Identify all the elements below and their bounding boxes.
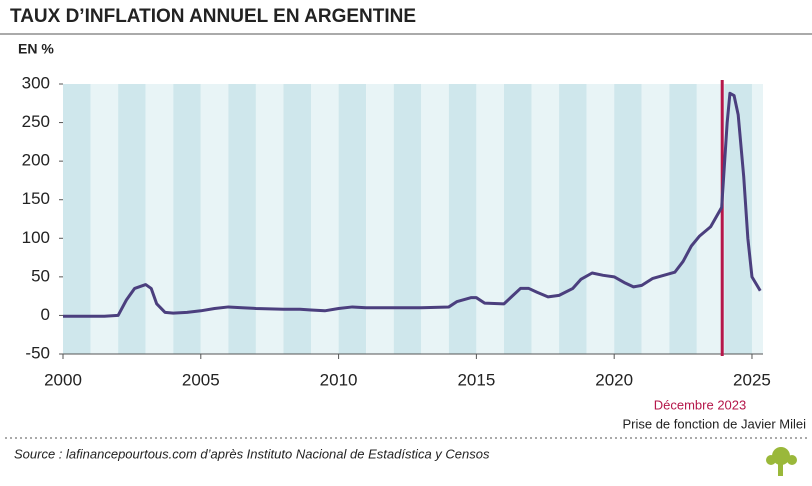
year-band: [503, 84, 532, 354]
logo: [766, 447, 797, 476]
year-band: [228, 84, 256, 354]
year-band: [118, 84, 146, 354]
year-band: [63, 84, 91, 354]
x-tick-label: 2025: [733, 370, 771, 389]
year-band: [669, 84, 697, 354]
y-tick-label: 100: [22, 228, 50, 247]
x-tick-label: 2000: [44, 370, 82, 389]
y-tick-label: 150: [22, 189, 50, 208]
year-band: [586, 84, 615, 354]
year-band: [200, 84, 229, 354]
y-tick-label: 50: [31, 266, 50, 285]
y-tick-label: 250: [22, 112, 50, 131]
chart-title: TAUX D’INFLATION ANNUEL EN ARGENTINE: [10, 6, 416, 27]
year-band: [531, 84, 560, 354]
x-tick-label: 2020: [595, 370, 633, 389]
year-band: [751, 84, 763, 354]
annotation-text: Prise de fonction de Javier Milei: [622, 416, 806, 431]
year-band: [476, 84, 504, 354]
source: Source : lafinancepourtous.com d’après I…: [14, 446, 490, 461]
year-band: [696, 84, 725, 354]
annotation-date: Décembre 2023: [654, 397, 747, 412]
year-band: [641, 84, 670, 354]
year-band: [559, 84, 587, 354]
year-band: [90, 84, 119, 354]
year-band: [338, 84, 367, 354]
year-band: [283, 84, 312, 354]
year-band: [366, 84, 394, 354]
year-band: [614, 84, 642, 354]
year-band: [311, 84, 339, 354]
y-tick-label: 300: [22, 73, 50, 92]
y-tick-label: -50: [25, 343, 50, 362]
year-band: [393, 84, 422, 354]
x-tick-label: 2010: [320, 370, 358, 389]
year-band: [173, 84, 201, 354]
year-band: [448, 84, 477, 354]
y-tick-label: 200: [22, 151, 50, 170]
year-band: [145, 84, 174, 354]
year-band: [255, 84, 284, 354]
x-tick-label: 2015: [457, 370, 495, 389]
line: [63, 91, 762, 318]
y-tick-label: 0: [41, 305, 50, 324]
x-tick-label: 2005: [182, 370, 220, 389]
year-band: [421, 84, 449, 354]
y-axis-label: EN %: [18, 41, 54, 57]
